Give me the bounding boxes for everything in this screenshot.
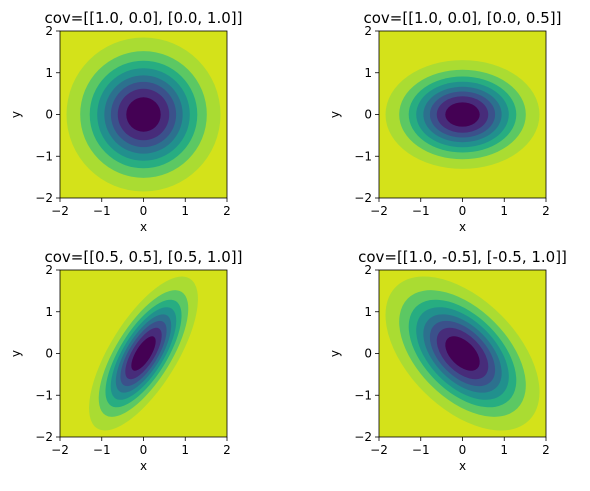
- y-tick-label: −1: [354, 149, 372, 163]
- x-tick-label: −2: [51, 443, 69, 457]
- x-axis-label: x: [459, 459, 466, 473]
- x-tick-label: 2: [223, 204, 231, 218]
- x-tick-label: 0: [459, 443, 467, 457]
- y-tick-label: 0: [45, 347, 53, 361]
- x-tick-label: −1: [412, 443, 430, 457]
- chart-panel-4: −2−2 −1 −1 0 0 1 1 2 2 x y cov=[[1.0, -0.5], [-0.5,…: [328, 248, 567, 473]
- x-tick-label: 1: [181, 204, 189, 218]
- y-axis-label: y: [328, 350, 342, 357]
- x-tick-label: 0: [459, 204, 467, 218]
- chart-title: cov=[[1.0, 0.0], [0.0, 1.0]]: [44, 9, 242, 27]
- x-tick-label: 0: [140, 204, 148, 218]
- x-tick-label: 1: [181, 443, 189, 457]
- y-tick-label: 2: [45, 24, 53, 38]
- contour-bands: [385, 60, 540, 169]
- y-tick-label: 2: [45, 263, 53, 277]
- x-tick-label: −1: [93, 204, 111, 218]
- y-tick-label: −2: [35, 191, 53, 205]
- x-axis-label: x: [140, 220, 147, 234]
- chart-panel-1: −2−2 −1 −1 0 0 1 1 2 2 x y cov=[[1.0, 0.0], [0.0, 1…: [9, 9, 243, 234]
- x-tick-label: −2: [370, 204, 388, 218]
- contour-bands: [89, 276, 198, 431]
- x-tick-label: 0: [140, 443, 148, 457]
- chart-title: cov=[[0.5, 0.5], [0.5, 1.0]]: [44, 248, 242, 266]
- y-axis-label: y: [9, 111, 23, 118]
- chart-title: cov=[[1.0, 0.0], [0.0, 0.5]]: [363, 9, 561, 27]
- y-tick-label: 0: [45, 108, 53, 122]
- x-tick-label: 2: [542, 443, 550, 457]
- x-tick-label: −2: [370, 443, 388, 457]
- y-tick-label: 0: [364, 108, 372, 122]
- y-tick-label: 2: [364, 24, 372, 38]
- y-tick-label: −1: [35, 388, 53, 402]
- y-tick-label: −1: [35, 149, 53, 163]
- x-tick-label: −1: [93, 443, 111, 457]
- y-tick-label: 1: [45, 66, 53, 80]
- y-axis-label: y: [9, 350, 23, 357]
- x-tick-label: 1: [500, 204, 508, 218]
- y-axis-label: y: [328, 111, 342, 118]
- chart-panel-2: −2−2 −1 −1 0 0 1 1 2 2 x y cov=[[1.0, 0.0], [0.0, 0…: [328, 9, 562, 234]
- contour-bands: [385, 276, 540, 431]
- y-tick-label: 0: [364, 347, 372, 361]
- x-axis-label: x: [459, 220, 466, 234]
- y-tick-label: 1: [364, 66, 372, 80]
- chart-title: cov=[[1.0, -0.5], [-0.5, 1.0]]: [358, 248, 567, 266]
- contour-band-1: [126, 97, 161, 132]
- x-tick-label: 1: [500, 443, 508, 457]
- y-tick-label: −2: [35, 430, 53, 444]
- x-axis-label: x: [140, 459, 147, 473]
- x-tick-label: 2: [223, 443, 231, 457]
- y-tick-label: 1: [45, 305, 53, 319]
- y-tick-label: 2: [364, 263, 372, 277]
- y-tick-label: 1: [364, 305, 372, 319]
- y-tick-label: −1: [354, 388, 372, 402]
- y-tick-label: −2: [354, 430, 372, 444]
- contour-band-1: [445, 102, 480, 127]
- x-tick-label: 2: [542, 204, 550, 218]
- chart-panel-3: −2−2 −1 −1 0 0 1 1 2 2 x y cov=[[0.5, 0.5], [0.5, 1…: [9, 248, 243, 473]
- x-tick-label: −2: [51, 204, 69, 218]
- contour-band-1: [131, 336, 156, 371]
- x-tick-label: −1: [412, 204, 430, 218]
- contour-bands: [66, 37, 221, 192]
- y-tick-label: −2: [354, 191, 372, 205]
